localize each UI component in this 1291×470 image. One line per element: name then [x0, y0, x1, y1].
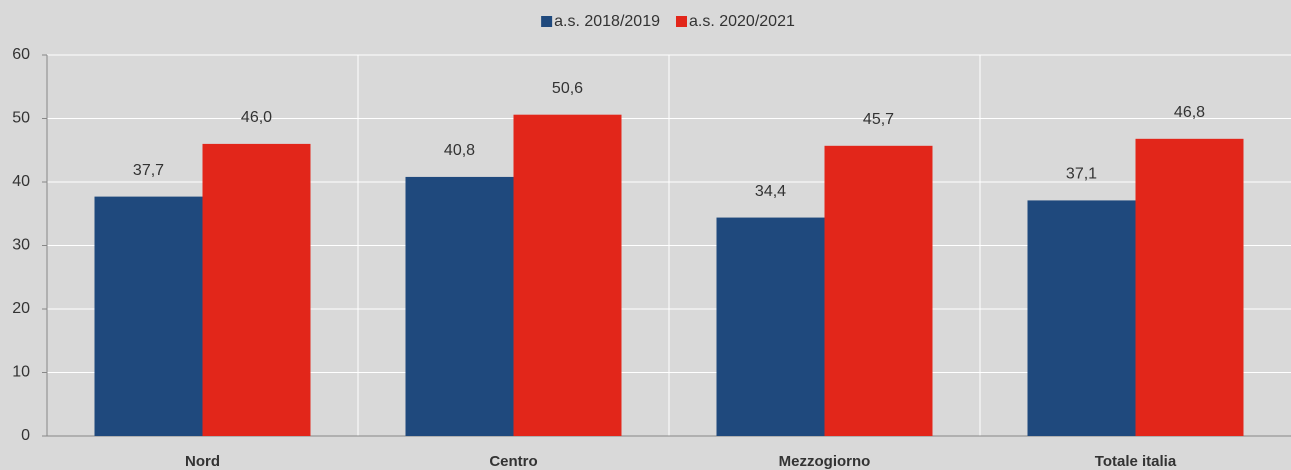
y-tick-label: 20 [12, 300, 30, 317]
x-tick-label: Mezzogiorno [779, 453, 871, 470]
value-label: 34,4 [755, 183, 786, 200]
y-tick-label: 30 [12, 237, 30, 254]
bar [202, 143, 311, 436]
bar [1027, 200, 1136, 436]
legend-swatch [676, 16, 687, 27]
y-tick-label: 10 [12, 364, 30, 381]
y-tick-label: 50 [12, 110, 30, 127]
y-tick-label: 40 [12, 173, 30, 190]
value-label: 46,0 [241, 109, 272, 126]
legend-label: a.s. 2018/2019 [554, 13, 660, 30]
bar [716, 217, 825, 436]
y-tick-label: 60 [12, 46, 30, 63]
bar [513, 114, 622, 436]
bar [405, 176, 514, 437]
value-label: 37,7 [133, 162, 164, 179]
legend-swatch [541, 16, 553, 27]
y-tick-label: 0 [21, 427, 30, 444]
value-label: 50,6 [552, 80, 583, 97]
value-label: 46,8 [1174, 104, 1205, 121]
bar [94, 196, 203, 436]
value-label: 40,8 [444, 142, 475, 159]
legend-label: a.s. 2020/2021 [689, 13, 795, 30]
x-tick-label: Centro [489, 453, 537, 470]
value-label: 45,7 [863, 111, 894, 128]
x-tick-label: Nord [185, 453, 220, 470]
value-label: 37,1 [1066, 166, 1097, 183]
bar [824, 145, 933, 436]
bar [1135, 138, 1244, 436]
x-tick-label: Totale italia [1095, 453, 1177, 470]
